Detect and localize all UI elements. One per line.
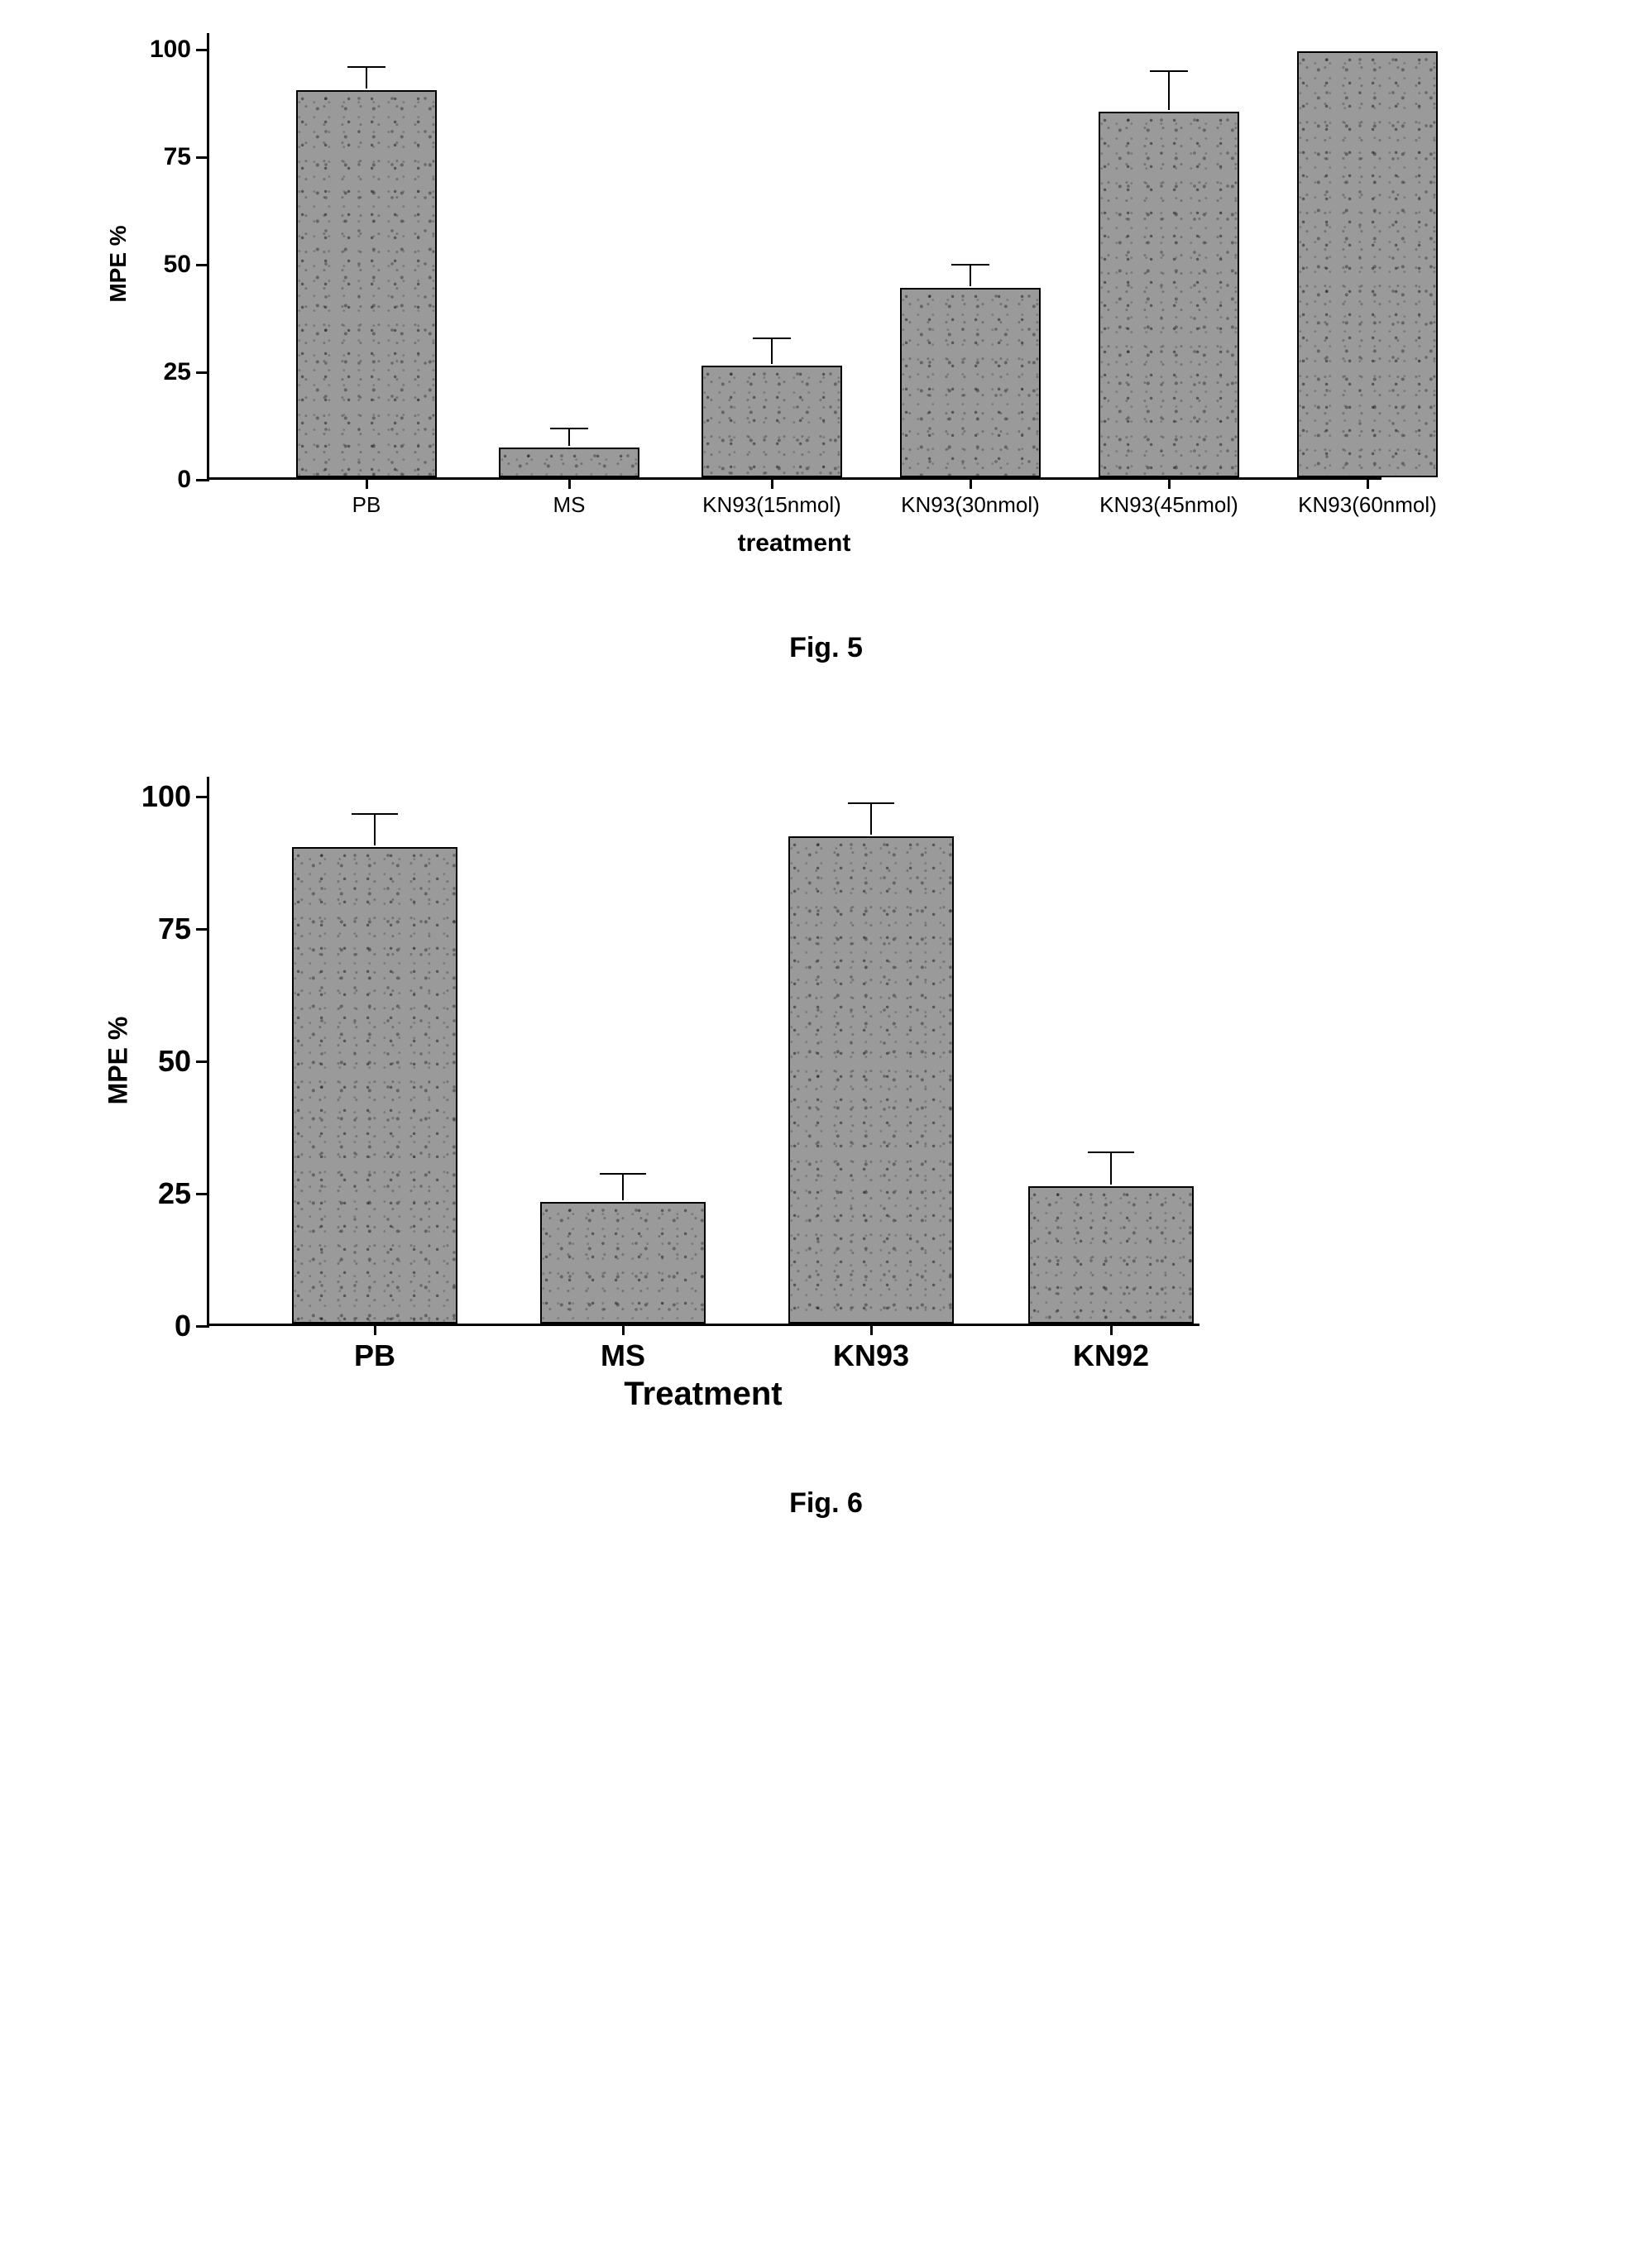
fig5-x-tick-label: MS xyxy=(553,492,586,518)
fig6-y-tick xyxy=(196,1060,209,1063)
fig6-x-tick xyxy=(870,1324,873,1335)
fig6-error-cap xyxy=(848,802,894,804)
fig5-x-tick xyxy=(366,477,368,489)
figure-5: MPE % 0255075100PBMSKN93(15nmol)KN93(30n… xyxy=(83,50,1569,664)
fig5-bar xyxy=(1297,51,1438,477)
fig5-y-tick xyxy=(196,156,209,159)
figure-6: MPE % 0255075100PBMSKN93KN92 Treatment F… xyxy=(83,797,1569,1520)
fig5-error-bar xyxy=(568,428,570,446)
fig5-bar xyxy=(900,288,1041,477)
fig5-bar xyxy=(702,366,842,477)
fig5-bar xyxy=(1099,112,1239,477)
fig6-y-tick-label: 100 xyxy=(141,779,191,814)
fig5-x-axis-title: treatment xyxy=(207,529,1381,558)
fig5-error-cap xyxy=(347,66,385,68)
fig6-bar xyxy=(292,847,457,1324)
fig6-error-bar xyxy=(870,803,872,835)
fig5-y-tick xyxy=(196,479,209,481)
fig6-x-tick-label: KN92 xyxy=(1073,1338,1149,1373)
fig6-x-tick xyxy=(1110,1324,1113,1335)
fig5-plot: MPE % 0255075100PBMSKN93(15nmol)KN93(30n… xyxy=(207,50,1381,480)
fig6-error-bar xyxy=(374,814,376,845)
fig6-error-bar xyxy=(622,1174,624,1200)
fig6-y-tick-label: 0 xyxy=(175,1309,191,1343)
fig6-error-cap xyxy=(352,813,398,815)
fig5-x-tick-label: KN93(30nmol) xyxy=(901,492,1040,518)
fig6-chart-area: MPE % 0255075100PBMSKN93KN92 Treatment xyxy=(207,797,1569,1413)
fig6-y-tick xyxy=(196,1325,209,1328)
fig5-x-tick xyxy=(771,477,773,489)
fig5-y-tick-label: 0 xyxy=(177,466,191,494)
fig5-error-bar xyxy=(1168,71,1170,110)
fig6-bar xyxy=(788,836,954,1324)
fig6-x-tick-label: MS xyxy=(601,1338,645,1373)
fig6-error-bar xyxy=(1110,1152,1112,1184)
fig5-error-cap xyxy=(753,338,791,339)
fig5-x-tick-label: KN93(60nmol) xyxy=(1298,492,1437,518)
fig6-y-tick-label: 50 xyxy=(158,1044,191,1079)
fig5-y-tick xyxy=(196,49,209,51)
fig6-y-axis-title: MPE % xyxy=(103,1016,134,1104)
fig6-x-tick-label: PB xyxy=(354,1338,395,1373)
fig6-caption: Fig. 6 xyxy=(83,1487,1569,1520)
fig6-x-tick xyxy=(374,1324,376,1335)
fig5-x-tick-label: KN93(15nmol) xyxy=(702,492,841,518)
fig6-plot: MPE % 0255075100PBMSKN93KN92 xyxy=(207,797,1199,1326)
fig6-bar xyxy=(540,1202,706,1324)
fig5-caption: Fig. 5 xyxy=(83,632,1569,664)
fig6-y-tick-label: 75 xyxy=(158,912,191,946)
fig5-y-tick-label: 75 xyxy=(164,143,191,171)
fig5-chart-area: MPE % 0255075100PBMSKN93(15nmol)KN93(30n… xyxy=(207,50,1569,558)
fig5-bar xyxy=(499,448,639,477)
fig6-x-tick xyxy=(622,1324,625,1335)
fig5-error-cap xyxy=(550,428,588,429)
fig5-y-tick-label: 25 xyxy=(164,358,191,386)
fig5-x-tick xyxy=(1168,477,1171,489)
fig6-y-tick xyxy=(196,1193,209,1195)
fig5-x-tick-label: KN93(45nmol) xyxy=(1099,492,1238,518)
fig5-y-axis-title: MPE % xyxy=(105,225,132,302)
fig5-x-tick xyxy=(568,477,571,489)
fig5-bar xyxy=(296,90,437,477)
fig6-error-cap xyxy=(600,1173,646,1175)
fig5-x-tick xyxy=(1367,477,1369,489)
fig6-error-cap xyxy=(1088,1151,1134,1153)
fig5-x-tick-label: PB xyxy=(352,492,381,518)
fig6-y-tick-label: 25 xyxy=(158,1176,191,1211)
fig6-bar xyxy=(1028,1186,1194,1324)
fig5-x-tick xyxy=(970,477,972,489)
fig5-error-cap xyxy=(951,264,989,266)
fig6-x-axis-title: Treatment xyxy=(207,1376,1199,1413)
fig6-y-tick xyxy=(196,928,209,931)
fig6-y-tick xyxy=(196,796,209,798)
fig5-y-tick-label: 100 xyxy=(150,36,191,64)
fig5-error-cap xyxy=(1150,70,1188,72)
fig5-y-tick xyxy=(196,371,209,374)
fig5-error-bar xyxy=(771,338,773,364)
fig5-y-tick-label: 50 xyxy=(164,251,191,279)
fig5-error-bar xyxy=(970,265,971,286)
fig6-x-tick-label: KN93 xyxy=(833,1338,909,1373)
fig5-y-tick xyxy=(196,264,209,266)
fig5-error-bar xyxy=(366,67,367,89)
